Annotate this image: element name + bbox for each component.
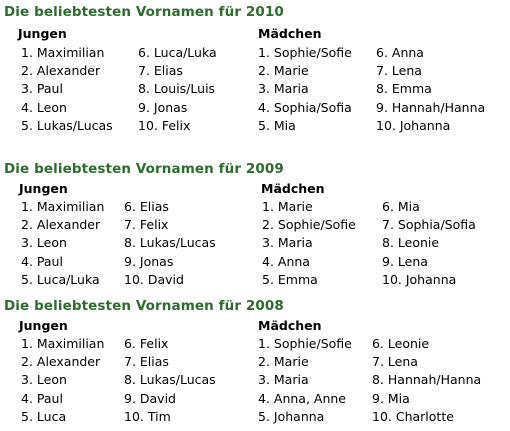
list-item: 9. Jonas [138,99,188,115]
list-item: 8. Emma [376,81,432,97]
list-item: 2. Alexander [21,354,101,370]
list-item: 8. Lukas/Lucas [124,235,216,251]
section-2010: Die beliebtesten Vornamen für 2010 Junge… [0,4,510,140]
list-item: 7. Lena [372,354,418,370]
section-title: Die beliebtesten Vornamen für 2008 [4,298,284,314]
section-2009: Die beliebtesten Vornamen für 2009 Junge… [0,161,510,291]
list-item: 3. Maria [258,372,309,388]
girls-header: Mädchen [258,26,322,41]
boys-list-col2: 6. Felix 7. Elias 8. Lukas/Lucas 9. Davi… [124,335,216,426]
list-item: 3. Leon [21,235,67,251]
list-item: 1. Sophie/Sofie [258,45,352,60]
list-item: 2. Marie [258,354,309,370]
list-item: 8. Hannah/Hanna [372,372,482,388]
list-item: 7. Elias [138,63,183,79]
girls-list-col1: 1. Sophie/Sofie 2. Marie 3. Maria 4. Ann… [258,335,352,426]
list-item: 10. Johanna [382,271,457,287]
list-item: 10. Felix [138,117,191,133]
girls-list-col2: 6. Leonie 7. Lena 8. Hannah/Hanna 9. Mia… [372,335,481,426]
list-item: 10. David [124,271,184,287]
list-item: 5. Luca/Luka [21,271,100,287]
list-item: 7. Elias [124,354,169,370]
boys-list-col1: 1. Maximilian 2. Alexander 3. Leon 4. Pa… [21,198,104,289]
list-item: 8. Leonie [382,235,440,251]
list-item: 10. Charlotte [372,408,454,424]
girls-list-col1: 1. Marie 2. Sophie/Sofie 3. Maria 4. Ann… [262,198,356,289]
list-item: 1. Marie [262,199,313,214]
list-item: 4. Anna, Anne [258,390,346,406]
list-item: 8. Lukas/Lucas [124,372,216,388]
list-item: 5. Luca [21,408,67,424]
list-item: 9. Mia [372,390,410,406]
list-item: 5. Johanna [258,408,325,424]
list-item: 2. Alexander [21,63,101,79]
list-item: 6. Felix [124,336,169,351]
list-item: 10. Tim [124,408,171,424]
list-item: 4. Paul [21,390,63,406]
list-item: 3. Paul [21,81,63,97]
girls-list-col2: 6. Mia 7. Sophia/Sofia 8. Leonie 9. Lena… [382,198,476,289]
list-item: 9. Lena [382,253,428,269]
list-item: 1. Sophie/Sofie [258,336,352,351]
list-item: 6. Elias [124,199,169,214]
list-item: 10. Johanna [376,117,451,133]
girls-list-col1: 1. Sophie/Sofie 2. Marie 3. Maria 4. Sop… [258,44,352,135]
list-item: 7. Lena [376,63,422,79]
boys-list-col1: 1. Maximilian 2. Alexander 3. Paul 4. Le… [21,44,113,135]
girls-header: Mädchen [261,181,325,196]
list-item: 2. Alexander [21,217,101,233]
section-2008: Die beliebtesten Vornamen für 2008 Junge… [0,298,510,428]
list-item: 6. Anna [376,45,424,60]
list-item: 3. Leon [21,372,67,388]
list-item: 4. Leon [21,99,67,115]
list-item: 1. Maximilian [21,199,105,214]
girls-list-col2: 6. Anna 7. Lena 8. Emma 9. Hannah/Hanna … [376,44,485,135]
list-item: 9. Hannah/Hanna [376,99,486,115]
boys-list-col2: 6. Luca/Luka 7. Elias 8. Louis/Luis 9. J… [138,44,217,135]
list-item: 5. Mia [258,117,296,133]
list-item: 8. Louis/Luis [138,81,216,97]
list-item: 4. Sophia/Sofia [258,99,352,115]
list-item: 7. Sophia/Sofia [382,217,476,233]
list-item: 6. Mia [382,199,420,214]
list-item: 6. Leonie [372,336,430,351]
boys-list-col1: 1. Maximilian 2. Alexander 3. Leon 4. Pa… [21,335,104,426]
section-title: Die beliebtesten Vornamen für 2010 [4,4,284,20]
boys-header: Jungen [18,26,67,41]
list-item: 1. Maximilian [21,45,105,60]
list-item: 1. Maximilian [21,336,105,351]
list-item: 2. Sophie/Sofie [262,217,356,233]
list-item: 3. Maria [258,81,309,97]
list-item: 6. Luca/Luka [138,45,217,60]
list-item: 5. Emma [262,271,318,287]
list-item: 2. Marie [258,63,309,79]
list-item: 9. Jonas [124,253,174,269]
section-title: Die beliebtesten Vornamen für 2009 [4,161,284,177]
list-item: 7. Felix [124,217,169,233]
boys-list-col2: 6. Elias 7. Felix 8. Lukas/Lucas 9. Jona… [124,198,216,289]
list-item: 4. Paul [21,253,63,269]
list-item: 3. Maria [262,235,313,251]
boys-header: Jungen [19,181,68,196]
girls-header: Mädchen [258,318,322,333]
boys-header: Jungen [19,318,68,333]
list-item: 5. Lukas/Lucas [21,117,113,133]
list-item: 4. Anna [262,253,310,269]
list-item: 9. David [124,390,176,406]
